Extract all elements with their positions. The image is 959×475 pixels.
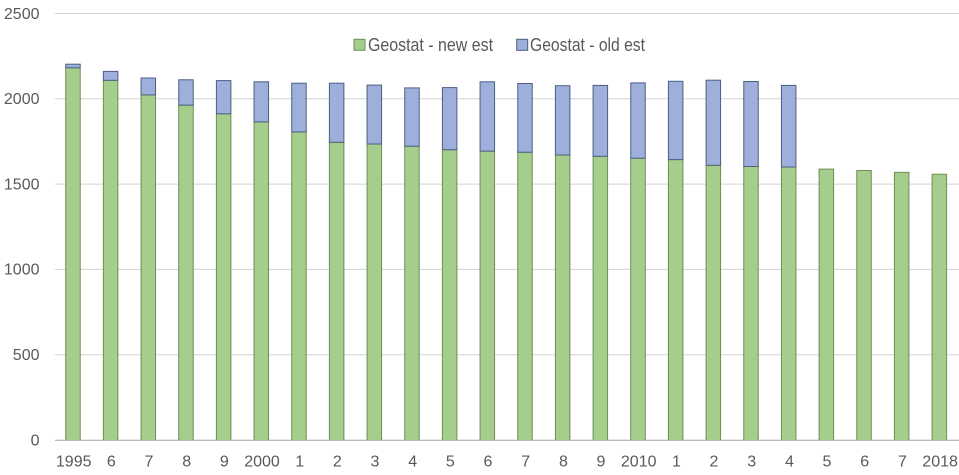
svg-text:9: 9	[597, 454, 606, 471]
svg-text:5: 5	[823, 454, 832, 471]
svg-text:0: 0	[31, 432, 40, 449]
svg-text:7: 7	[898, 454, 907, 471]
svg-text:1: 1	[295, 454, 304, 471]
svg-text:4: 4	[408, 454, 417, 471]
svg-text:6: 6	[107, 454, 116, 471]
svg-text:2000: 2000	[244, 454, 280, 471]
svg-text:2000: 2000	[4, 91, 40, 108]
svg-text:8: 8	[559, 454, 568, 471]
svg-text:3: 3	[747, 454, 756, 471]
svg-text:1000: 1000	[4, 262, 40, 279]
svg-text:1995: 1995	[56, 454, 92, 471]
svg-text:500: 500	[13, 347, 40, 364]
svg-text:6: 6	[860, 454, 869, 471]
svg-text:Geostat - new est: Geostat - new est	[368, 34, 493, 55]
svg-text:7: 7	[521, 454, 530, 471]
svg-text:1500: 1500	[4, 176, 40, 193]
svg-text:5: 5	[446, 454, 455, 471]
svg-text:2: 2	[710, 454, 719, 471]
svg-text:2: 2	[333, 454, 342, 471]
svg-text:3: 3	[371, 454, 380, 471]
svg-text:9: 9	[220, 454, 229, 471]
svg-text:6: 6	[484, 454, 493, 471]
svg-text:2500: 2500	[4, 6, 40, 23]
svg-text:1: 1	[672, 454, 681, 471]
svg-text:7: 7	[145, 454, 154, 471]
svg-text:Geostat - old est: Geostat - old est	[530, 34, 645, 55]
svg-text:2010: 2010	[621, 454, 657, 471]
svg-text:2018: 2018	[922, 454, 958, 471]
svg-text:8: 8	[182, 454, 191, 471]
svg-text:4: 4	[785, 454, 794, 471]
